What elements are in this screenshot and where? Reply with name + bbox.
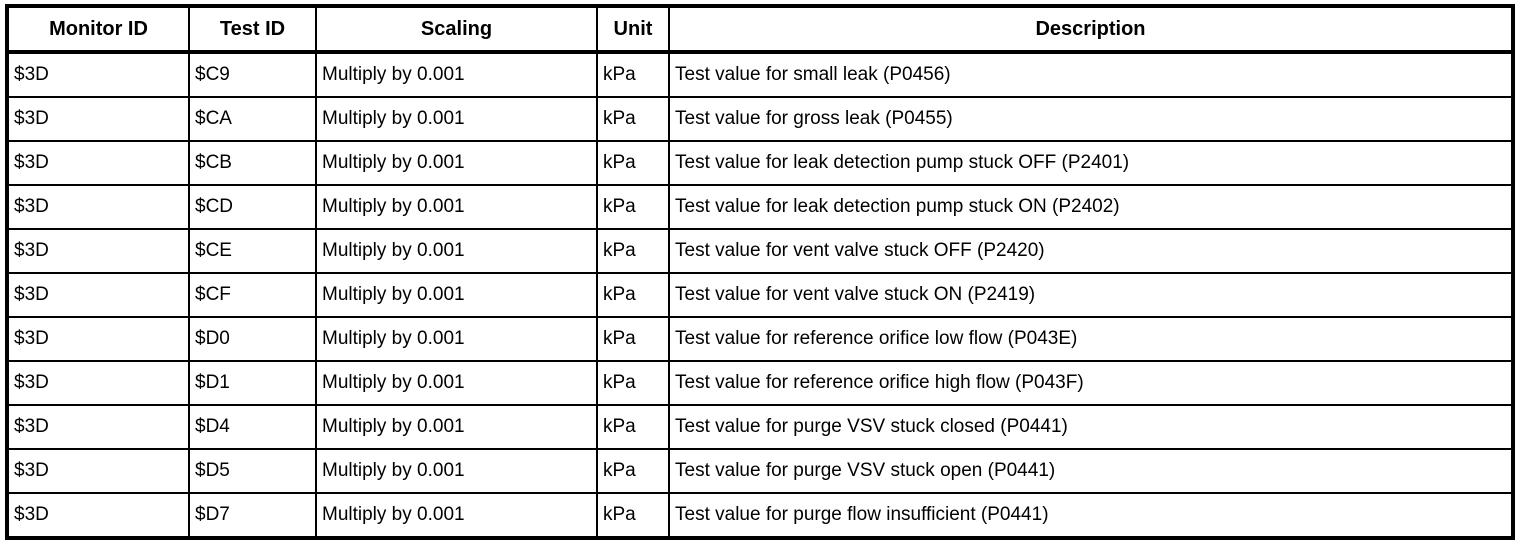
test-id-cell: $D1	[188, 360, 317, 406]
description-cell: Test value for purge VSV stuck open (P04…	[668, 448, 1514, 494]
table-row: $3D $D0 Multiply by 0.001 kPa Test value…	[6, 316, 1514, 362]
test-id-cell: $CF	[188, 272, 317, 318]
monitor-id-cell: $3D	[6, 404, 190, 450]
column-header-unit: Unit	[596, 5, 670, 54]
unit-cell: kPa	[596, 404, 670, 450]
description-cell: Test value for leak detection pump stuck…	[668, 140, 1514, 186]
table-body: $3D $C9 Multiply by 0.001 kPa Test value…	[6, 51, 1514, 539]
monitor-id-cell: $3D	[6, 51, 190, 98]
unit-cell: kPa	[596, 51, 670, 98]
unit-cell: kPa	[596, 272, 670, 318]
table-row: $3D $D7 Multiply by 0.001 kPa Test value…	[6, 492, 1514, 539]
monitor-id-cell: $3D	[6, 316, 190, 362]
table-row: $3D $CB Multiply by 0.001 kPa Test value…	[6, 140, 1514, 186]
test-id-cell: $CB	[188, 140, 317, 186]
description-cell: Test value for purge VSV stuck closed (P…	[668, 404, 1514, 450]
table-header: Monitor ID Test ID Scaling Unit Descript…	[6, 5, 1514, 54]
table-row: $3D $C9 Multiply by 0.001 kPa Test value…	[6, 51, 1514, 98]
unit-cell: kPa	[596, 96, 670, 142]
table-row: $3D $D4 Multiply by 0.001 kPa Test value…	[6, 404, 1514, 450]
scaling-cell: Multiply by 0.001	[315, 360, 598, 406]
scaling-cell: Multiply by 0.001	[315, 316, 598, 362]
scaling-cell: Multiply by 0.001	[315, 96, 598, 142]
monitor-id-cell: $3D	[6, 492, 190, 539]
unit-cell: kPa	[596, 184, 670, 230]
test-id-cell: $D7	[188, 492, 317, 539]
table-row: $3D $CE Multiply by 0.001 kPa Test value…	[6, 228, 1514, 274]
scaling-cell: Multiply by 0.001	[315, 448, 598, 494]
monitor-id-cell: $3D	[6, 96, 190, 142]
monitor-id-cell: $3D	[6, 272, 190, 318]
column-header-test-id: Test ID	[188, 5, 317, 54]
scaling-cell: Multiply by 0.001	[315, 184, 598, 230]
table-row: $3D $CA Multiply by 0.001 kPa Test value…	[6, 96, 1514, 142]
monitor-id-cell: $3D	[6, 360, 190, 406]
description-cell: Test value for gross leak (P0455)	[668, 96, 1514, 142]
monitor-id-cell: $3D	[6, 184, 190, 230]
scaling-cell: Multiply by 0.001	[315, 492, 598, 539]
description-cell: Test value for reference orifice high fl…	[668, 360, 1514, 406]
scaling-cell: Multiply by 0.001	[315, 404, 598, 450]
column-header-description: Description	[668, 5, 1514, 54]
scaling-cell: Multiply by 0.001	[315, 140, 598, 186]
test-id-cell: $D5	[188, 448, 317, 494]
test-id-cell: $CA	[188, 96, 317, 142]
unit-cell: kPa	[596, 140, 670, 186]
monitor-id-cell: $3D	[6, 228, 190, 274]
test-id-cell: $C9	[188, 51, 317, 98]
monitor-id-cell: $3D	[6, 448, 190, 494]
test-id-cell: $D0	[188, 316, 317, 362]
unit-cell: kPa	[596, 316, 670, 362]
monitor-id-cell: $3D	[6, 140, 190, 186]
description-cell: Test value for leak detection pump stuck…	[668, 184, 1514, 230]
scaling-cell: Multiply by 0.001	[315, 51, 598, 98]
table-row: $3D $D1 Multiply by 0.001 kPa Test value…	[6, 360, 1514, 406]
test-id-cell: $D4	[188, 404, 317, 450]
table-row: $3D $CD Multiply by 0.001 kPa Test value…	[6, 184, 1514, 230]
scaling-cell: Multiply by 0.001	[315, 228, 598, 274]
scaling-cell: Multiply by 0.001	[315, 272, 598, 318]
description-cell: Test value for vent valve stuck OFF (P24…	[668, 228, 1514, 274]
column-header-monitor-id: Monitor ID	[6, 5, 190, 54]
description-cell: Test value for reference orifice low flo…	[668, 316, 1514, 362]
column-header-scaling: Scaling	[315, 5, 598, 54]
monitor-test-table: Monitor ID Test ID Scaling Unit Descript…	[5, 4, 1515, 540]
unit-cell: kPa	[596, 360, 670, 406]
unit-cell: kPa	[596, 448, 670, 494]
test-id-cell: $CD	[188, 184, 317, 230]
description-cell: Test value for purge flow insufficient (…	[668, 492, 1514, 539]
unit-cell: kPa	[596, 492, 670, 539]
description-cell: Test value for vent valve stuck ON (P241…	[668, 272, 1514, 318]
table-row: $3D $CF Multiply by 0.001 kPa Test value…	[6, 272, 1514, 318]
unit-cell: kPa	[596, 228, 670, 274]
table-header-row: Monitor ID Test ID Scaling Unit Descript…	[6, 5, 1514, 54]
table-row: $3D $D5 Multiply by 0.001 kPa Test value…	[6, 448, 1514, 494]
description-cell: Test value for small leak (P0456)	[668, 51, 1514, 98]
test-id-cell: $CE	[188, 228, 317, 274]
document-page: Monitor ID Test ID Scaling Unit Descript…	[5, 4, 1515, 540]
